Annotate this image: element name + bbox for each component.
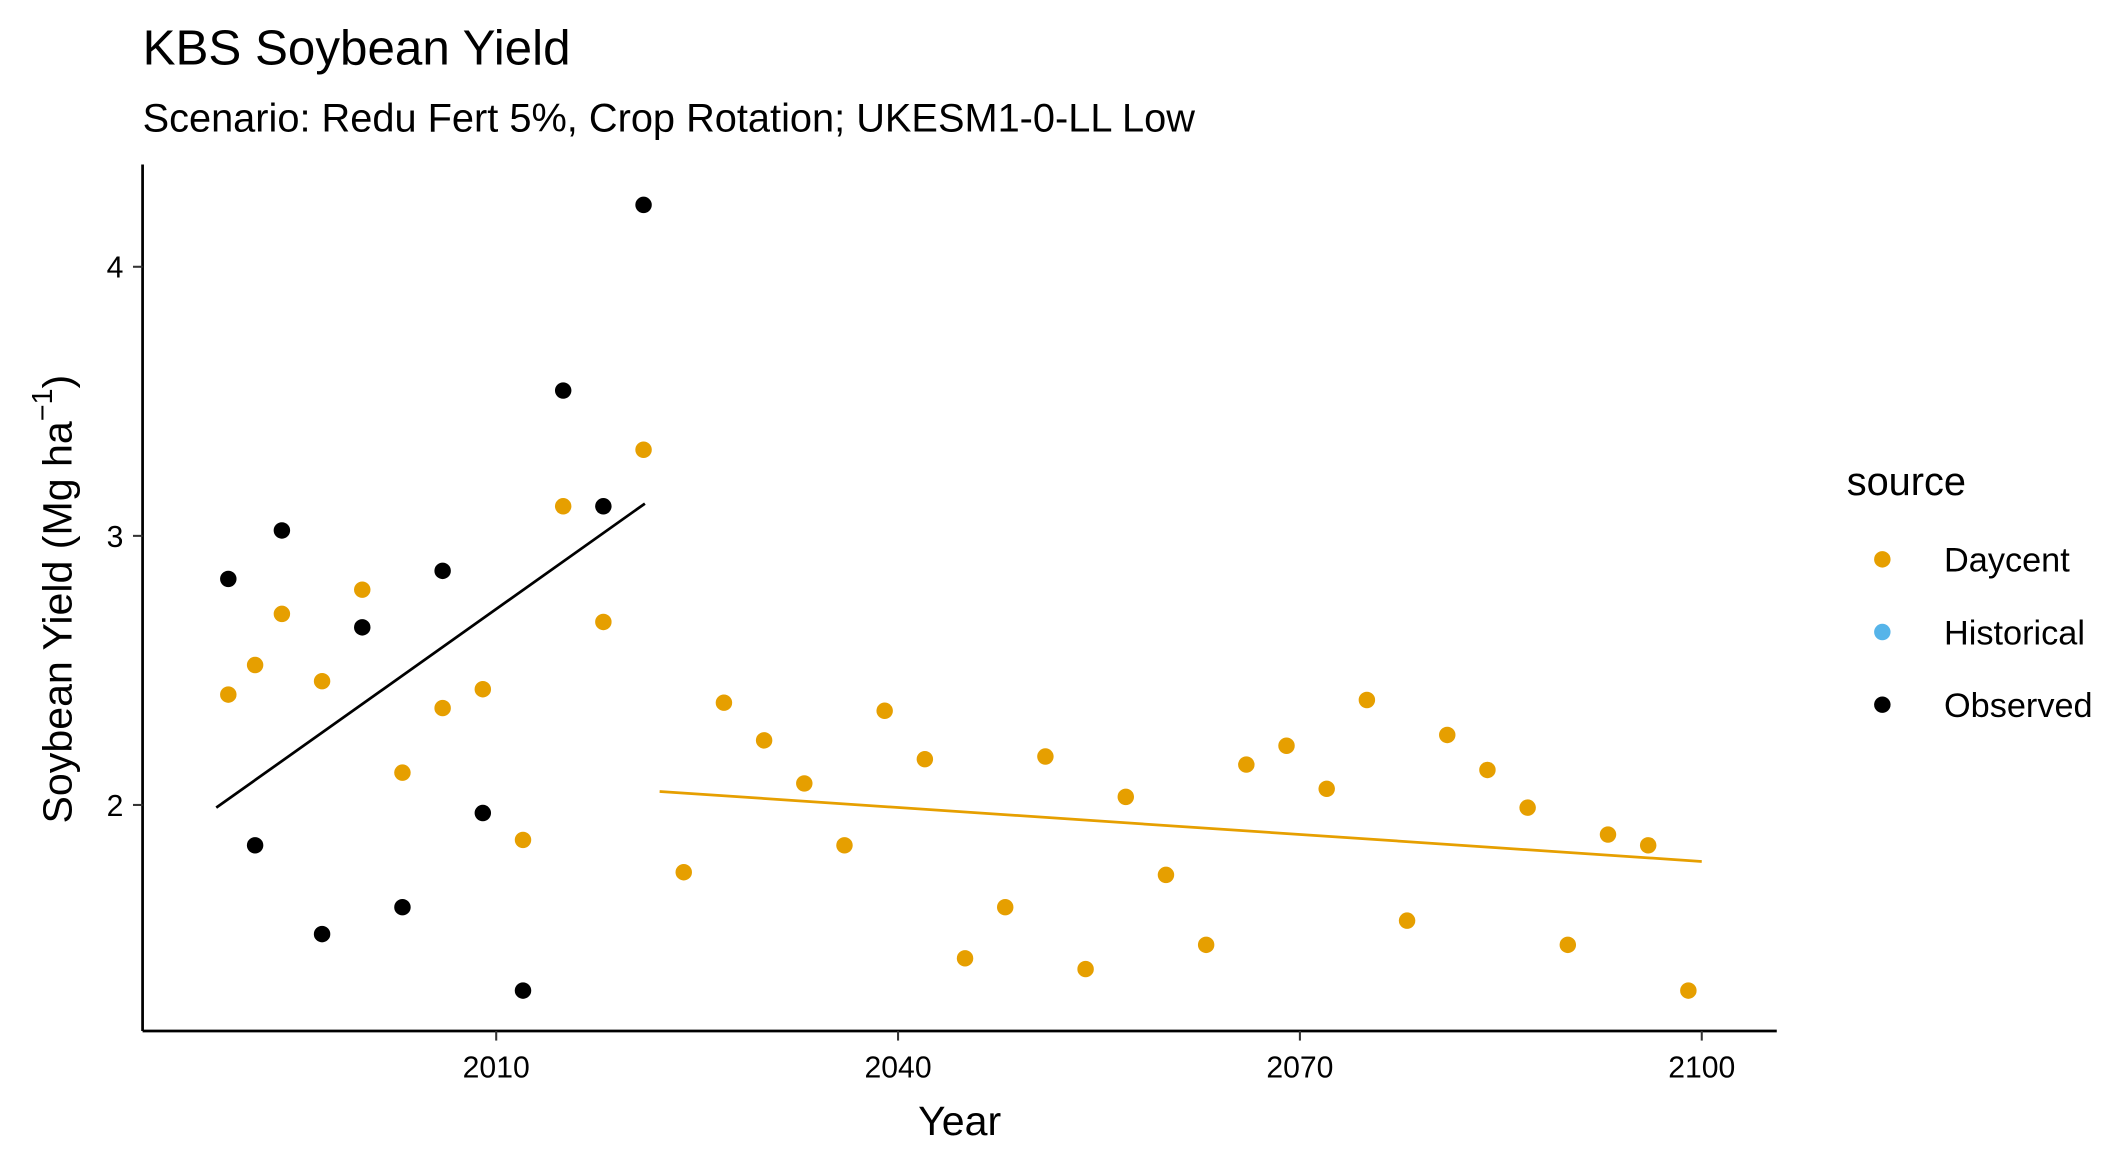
point xyxy=(876,702,893,719)
point xyxy=(996,898,1014,916)
y-axis-label-end: ) xyxy=(34,375,80,389)
point xyxy=(1278,737,1295,754)
legend-swatch xyxy=(1874,696,1891,713)
legend-title: source xyxy=(1847,460,1966,504)
x-tick-label: 2010 xyxy=(463,1052,530,1085)
trend-line xyxy=(215,502,646,809)
legend-label: Observed xyxy=(1944,687,2093,725)
point xyxy=(1157,866,1175,884)
point xyxy=(434,699,451,717)
point xyxy=(394,898,411,916)
legend-label: Daycent xyxy=(1944,542,2070,580)
point xyxy=(313,925,331,943)
point xyxy=(1680,982,1697,999)
point xyxy=(1238,756,1255,773)
chart-subtitle: Scenario: Redu Fert 5%, Crop Rotation; U… xyxy=(143,97,1196,141)
point xyxy=(1318,780,1335,798)
y-tick-label: 3 xyxy=(107,521,124,554)
point xyxy=(1559,936,1577,954)
legend-label: Historical xyxy=(1944,614,2085,652)
point xyxy=(273,522,291,539)
y-tick-label: 2 xyxy=(107,790,124,823)
y-axis-label-main: Soybean Yield (Mg ha xyxy=(34,421,80,823)
point xyxy=(313,672,331,690)
point xyxy=(836,837,853,854)
point xyxy=(220,686,237,703)
point xyxy=(916,750,934,768)
point xyxy=(474,681,492,698)
point xyxy=(434,562,451,580)
chart-title: KBS Soybean Yield xyxy=(143,20,571,75)
x-tick-label: 2070 xyxy=(1266,1052,1333,1085)
point xyxy=(715,694,733,711)
point xyxy=(1077,960,1094,978)
point xyxy=(595,613,612,631)
y-axis-label-superscript: −1 xyxy=(27,388,59,421)
point xyxy=(1358,691,1376,709)
point xyxy=(354,619,371,636)
point xyxy=(635,196,652,214)
point xyxy=(246,837,264,854)
point xyxy=(554,498,572,515)
y-axis-label: Soybean Yield (Mg ha−1) xyxy=(27,375,80,824)
legend-swatch xyxy=(1874,551,1891,568)
legend-swatch xyxy=(1874,623,1891,641)
point xyxy=(394,764,411,781)
point xyxy=(1599,826,1617,843)
point xyxy=(1439,726,1456,744)
point xyxy=(246,656,264,674)
point xyxy=(1197,936,1215,954)
point xyxy=(956,950,974,967)
point xyxy=(354,581,371,598)
point xyxy=(1639,837,1657,854)
x-tick-label: 2040 xyxy=(865,1052,932,1085)
point xyxy=(474,804,492,822)
x-tick-label: 2100 xyxy=(1668,1052,1735,1085)
point xyxy=(755,732,773,749)
point xyxy=(1117,788,1135,806)
point xyxy=(273,605,291,623)
trend-line xyxy=(659,790,1702,863)
y-tick-label: 4 xyxy=(107,252,124,285)
point xyxy=(1479,761,1496,779)
point xyxy=(514,982,532,999)
point xyxy=(1519,799,1536,816)
point xyxy=(796,775,813,792)
point xyxy=(1398,912,1416,929)
point xyxy=(514,831,532,849)
point xyxy=(220,570,237,588)
point xyxy=(675,863,692,881)
point xyxy=(554,382,572,399)
point xyxy=(595,498,612,515)
x-axis-label: Year xyxy=(918,1098,1001,1144)
point xyxy=(635,441,652,458)
point xyxy=(1037,748,1054,765)
